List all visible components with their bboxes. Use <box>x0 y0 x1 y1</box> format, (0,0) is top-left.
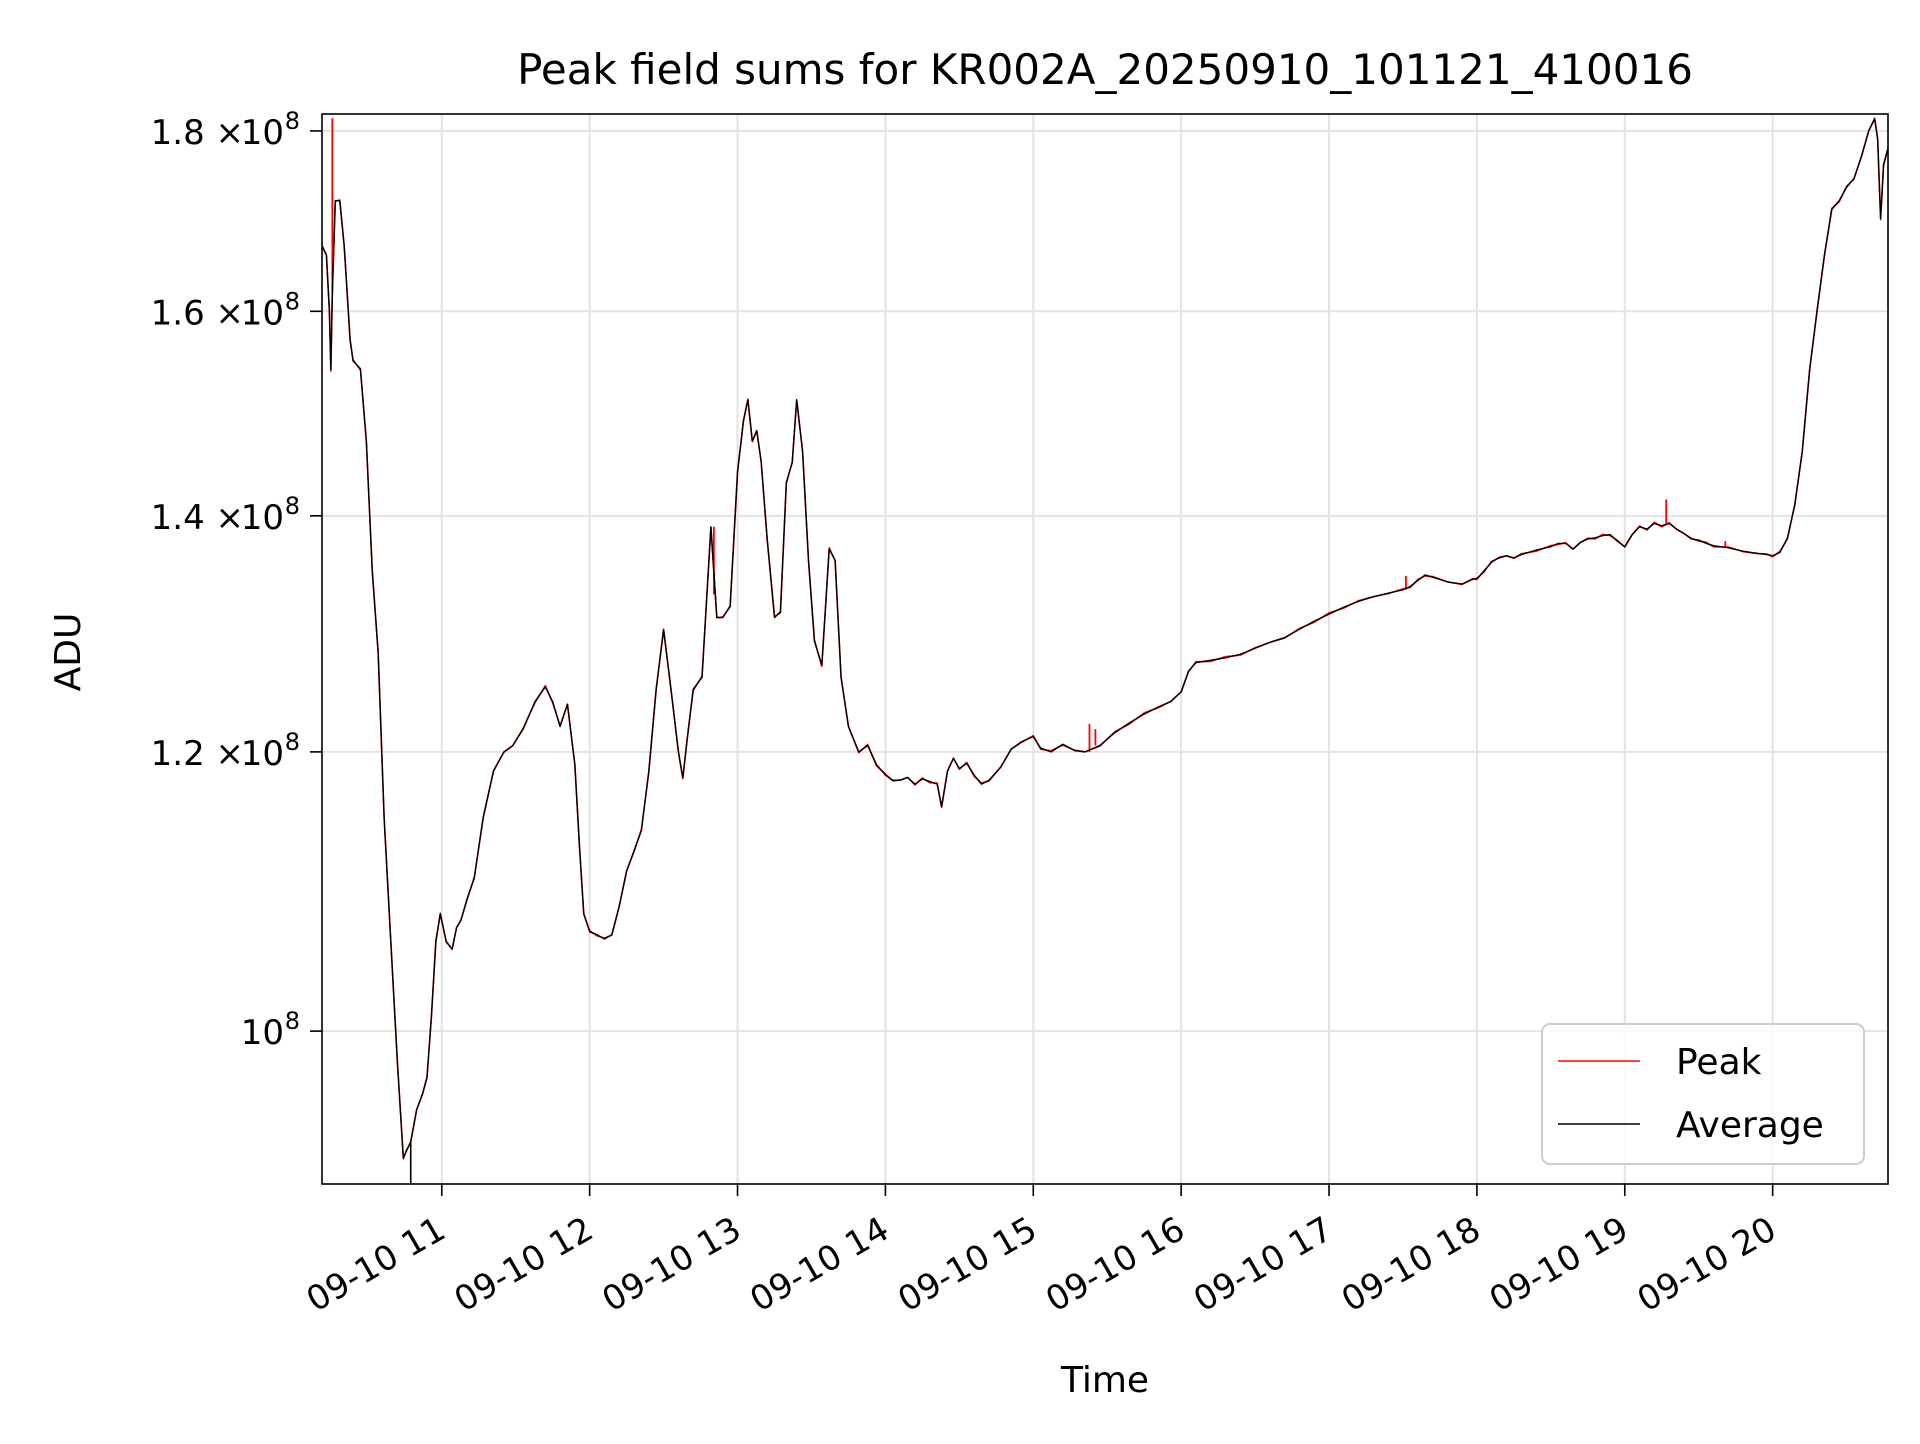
legend-label-peak: Peak <box>1676 1042 1762 1083</box>
y-tick-exponent: 8 <box>285 287 300 315</box>
y-tick-exponent: 8 <box>285 492 300 520</box>
y-tick-exponent: 8 <box>285 1007 300 1035</box>
chart-title: Peak field sums for KR002A_20250910_1011… <box>517 45 1693 94</box>
y-tick-base: 10 <box>241 498 284 538</box>
series-average <box>322 117 1888 1184</box>
y-tick-base: 10 <box>241 734 284 774</box>
y-tick-base: 10 <box>241 1013 284 1053</box>
plot-clip-group <box>322 117 1888 1184</box>
y-tick-label-0: 810 <box>241 1007 300 1053</box>
y-axis-label: ADU <box>48 613 89 692</box>
y-tick-mantissa: 1.4 × <box>151 498 244 538</box>
y-tick-mantissa: 1.6 × <box>151 293 244 333</box>
grid <box>322 114 1888 1184</box>
average-line <box>322 117 1888 1160</box>
y-tick-exponent: 8 <box>285 728 300 756</box>
legend-box <box>1541 1023 1865 1165</box>
legend: Peak Average <box>1541 1023 1865 1165</box>
plot-frame <box>321 113 1889 1185</box>
y-tick-mantissa: 1.8 × <box>151 113 244 153</box>
legend-label-average: Average <box>1676 1105 1824 1146</box>
y-tick-exponent: 8 <box>285 107 300 135</box>
plot-series <box>322 117 1888 1184</box>
y-tick-base: 10 <box>241 113 284 153</box>
y-tick-mantissa: 1.2 × <box>151 734 244 774</box>
x-axis-label: Time <box>1060 1360 1149 1401</box>
y-tick-base: 10 <box>241 293 284 333</box>
